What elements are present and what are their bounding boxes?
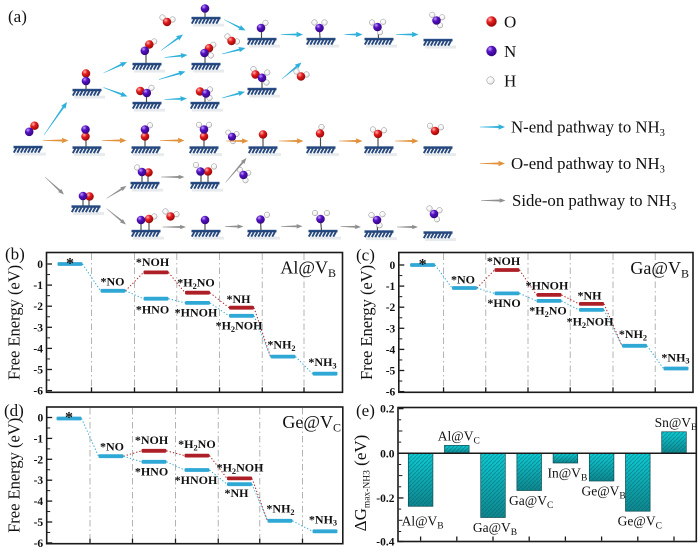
svg-text:-5: -5: [33, 365, 43, 377]
svg-text:-0.4: -0.4: [376, 537, 394, 549]
svg-text:Ga@VB: Ga@VB: [630, 258, 689, 281]
svg-text:Free Energy (eV): Free Energy (eV): [5, 265, 24, 380]
svg-text:*NOH: *NOH: [487, 254, 521, 268]
svg-text:Ge@VC: Ge@VC: [618, 514, 662, 532]
svg-text:Al@VB: Al@VB: [402, 513, 444, 531]
svg-text:-3: -3: [34, 475, 44, 487]
svg-text:0: 0: [37, 413, 43, 425]
svg-text:*NO: *NO: [451, 273, 475, 287]
svg-text:Ge@VC: Ge@VC: [282, 412, 341, 435]
svg-text:-0.2: -0.2: [376, 493, 394, 505]
svg-text:*H2​NOH: *H2​NOH: [216, 319, 264, 334]
svg-text:*HNOH: *HNOH: [175, 306, 218, 320]
svg-text:*NH3​: *NH3​: [661, 350, 689, 365]
svg-text:-2: -2: [33, 301, 43, 313]
svg-text:Al@VC: Al@VC: [438, 428, 480, 446]
svg-text:N: N: [504, 42, 516, 61]
svg-text:-1: -1: [34, 433, 44, 445]
svg-text:0.0: 0.0: [380, 448, 395, 460]
svg-text:-6: -6: [33, 386, 43, 398]
svg-text:Free Energy (eV): Free Energy (eV): [5, 418, 24, 533]
svg-text:*NH3​: *NH3​: [309, 512, 337, 527]
svg-text:*H2​NOH: *H2​NOH: [217, 461, 265, 476]
svg-text:Free Energy (eV): Free Energy (eV): [357, 265, 376, 380]
svg-text:Ge@VB: Ge@VB: [581, 484, 625, 502]
svg-text:*HNO: *HNO: [135, 464, 168, 478]
svg-text:*HNOH: *HNOH: [175, 473, 218, 487]
svg-text:Sn@VB: Sn@VB: [655, 415, 698, 433]
svg-text:Ga@VC: Ga@VC: [509, 493, 553, 511]
svg-text:*NO: *NO: [101, 275, 125, 289]
svg-text:*H2​NOH: *H2​NOH: [567, 315, 615, 330]
svg-text:(e): (e): [356, 401, 375, 420]
svg-text:-4: -4: [386, 344, 396, 356]
svg-text:(d): (d): [4, 401, 24, 420]
svg-text:N-end pathway to NH3: N-end pathway to NH3: [511, 118, 665, 139]
svg-text:*H2​NO: *H2​NO: [177, 276, 215, 291]
svg-text:*H2​NO: *H2​NO: [529, 304, 567, 319]
svg-text:Side-on pathway to NH3: Side-on pathway to NH3: [512, 191, 676, 212]
svg-text:*NH3​: *NH3​: [308, 355, 336, 370]
svg-text:*: *: [65, 410, 73, 427]
svg-text:*: *: [66, 256, 74, 273]
svg-text:-6: -6: [386, 387, 396, 399]
svg-text:*HNO: *HNO: [487, 296, 520, 310]
svg-text:(a): (a): [8, 7, 27, 26]
svg-text:H: H: [504, 72, 516, 91]
svg-text:-1: -1: [33, 280, 43, 292]
svg-text:*NH: *NH: [225, 486, 250, 500]
svg-text:In@VB: In@VB: [548, 466, 588, 484]
svg-text:-2: -2: [386, 302, 396, 314]
svg-text:0: 0: [37, 259, 43, 271]
svg-text:-6: -6: [34, 538, 44, 550]
svg-text:*HNO: *HNO: [136, 303, 169, 317]
svg-text:*: *: [419, 257, 427, 274]
svg-text:O-end pathway to NH3: O-end pathway to NH3: [511, 154, 665, 175]
svg-text:-2: -2: [34, 454, 44, 466]
svg-text:0.2: 0.2: [380, 404, 395, 416]
svg-text:*NOH: *NOH: [135, 433, 169, 447]
svg-text:*NH: *NH: [227, 292, 252, 306]
svg-text:ΔGmax-NH3 (eV): ΔGmax-NH3 (eV): [351, 435, 372, 532]
svg-text:Ga@VB: Ga@VB: [473, 520, 517, 538]
svg-text:*NH2​: *NH2​: [267, 338, 295, 353]
svg-text:Al@VB: Al@VB: [280, 258, 336, 281]
svg-text:0: 0: [390, 260, 396, 272]
svg-text:*NH: *NH: [578, 288, 603, 302]
svg-text:*H2​NO: *H2​NO: [178, 437, 216, 452]
svg-text:-4: -4: [33, 343, 43, 355]
svg-text:*NO: *NO: [100, 439, 124, 453]
svg-text:-5: -5: [34, 517, 44, 529]
svg-text:O: O: [504, 13, 516, 32]
svg-text:-5: -5: [386, 366, 396, 378]
svg-text:-4: -4: [34, 496, 44, 508]
svg-text:-1: -1: [386, 281, 396, 293]
svg-text:*NH2​: *NH2​: [619, 327, 647, 342]
svg-text:(c): (c): [356, 246, 375, 265]
svg-text:-3: -3: [386, 323, 396, 335]
svg-text:*HNOH: *HNOH: [526, 279, 569, 293]
svg-text:*NH2​: *NH2​: [266, 502, 294, 517]
svg-text:-3: -3: [33, 322, 43, 334]
svg-text:*NOH: *NOH: [136, 255, 170, 269]
svg-text:(b): (b): [5, 245, 25, 264]
